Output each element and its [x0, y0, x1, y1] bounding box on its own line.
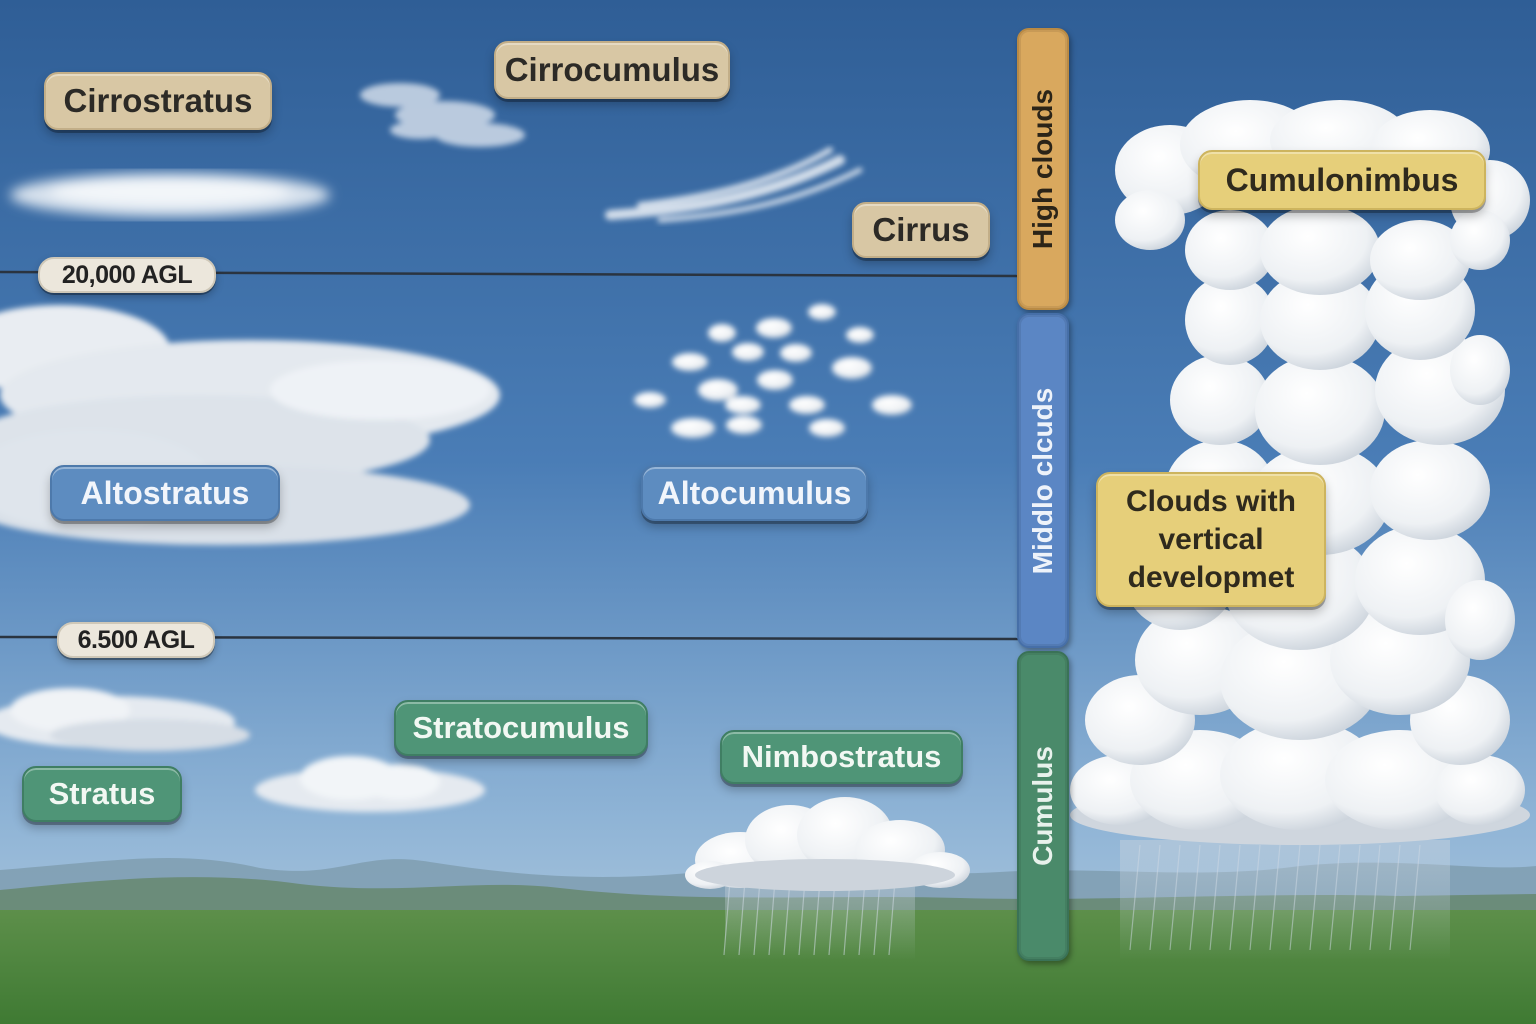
- cirrocumulus-cloud: [360, 83, 525, 147]
- label-cumulonimbus: Cumulonimbus: [1198, 150, 1486, 210]
- high-clouds-band: High clouds: [1017, 28, 1069, 310]
- label-cirrocumulus: Cirrocumulus: [494, 41, 730, 99]
- vertical-label-line3: developmet: [1127, 560, 1295, 594]
- vertical-label-line2: vertical: [1158, 522, 1264, 556]
- nimbostratus-cloud: [685, 797, 970, 960]
- altitude-6500-marker: 6.500 AGL: [57, 622, 215, 658]
- altocumulus-cloud: [634, 304, 912, 438]
- label-cirrus: Cirrus: [852, 202, 990, 258]
- label-altocumulus: Altocumulus: [641, 465, 868, 521]
- stratocumulus-cloud: [255, 756, 485, 812]
- cirrostratus-cloud: [10, 173, 330, 217]
- vertical-label-line1: Clouds with: [1126, 484, 1296, 518]
- label-cirrostratus: Cirrostratus: [44, 72, 272, 130]
- high-clouds-label: High clouds: [1027, 88, 1058, 250]
- label-stratocumulus: Stratocumulus: [394, 700, 648, 756]
- altitude-20000-marker: 20,000 AGL: [38, 257, 216, 293]
- stratus-cloud: [0, 688, 250, 751]
- middle-clouds-label: Middlo clcuds: [1027, 387, 1058, 574]
- label-nimbostratus: Nimbostratus: [720, 730, 963, 784]
- label-vertical-development: Clouds with vertical developmet: [1096, 472, 1326, 607]
- label-stratus: Stratus: [22, 766, 182, 822]
- label-altostratus: Altostratus: [50, 465, 280, 521]
- middle-clouds-band: Middlo clcuds: [1017, 313, 1069, 648]
- low-clouds-band: Cumulus: [1017, 651, 1069, 961]
- cirrus-cloud: [605, 147, 863, 223]
- low-clouds-label: Cumulus: [1027, 746, 1058, 866]
